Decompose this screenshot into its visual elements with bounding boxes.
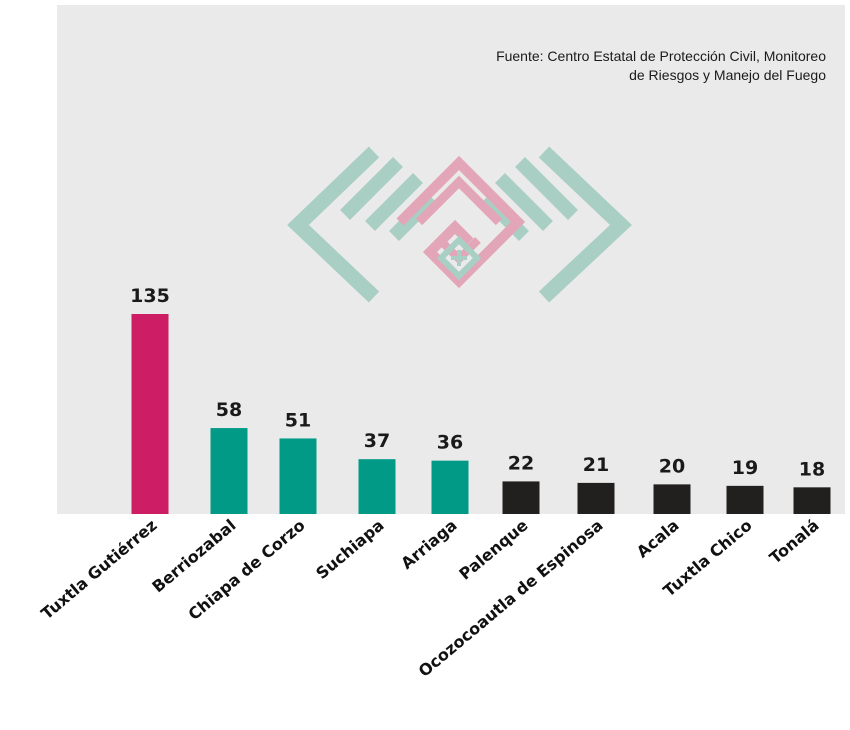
value-label-5: 22	[508, 452, 534, 474]
source-line-1: Fuente: Centro Estatal de Protección Civ…	[496, 48, 826, 64]
bar-8	[726, 485, 764, 514]
bar-1	[210, 428, 248, 514]
value-label-4: 36	[437, 432, 463, 454]
value-label-2: 51	[285, 409, 311, 431]
bar-3	[358, 459, 396, 514]
bar-2	[279, 438, 317, 514]
category-label-5: Palenque	[455, 515, 531, 583]
bar-4	[431, 460, 469, 514]
value-label-6: 21	[583, 454, 609, 476]
value-label-1: 58	[216, 399, 242, 421]
category-label-4: Arriaga	[397, 516, 460, 573]
emblem-icon	[287, 146, 632, 303]
category-label-2: Chiapa de Corzo	[184, 516, 308, 624]
value-label-7: 20	[659, 455, 685, 477]
category-label-0: Tuxtla Gutiérrez	[37, 516, 160, 624]
category-label-3: Suchiapa	[312, 516, 387, 583]
bar-9	[793, 487, 831, 514]
value-labels: 135 58 51 37 36 22 21 20 19 18	[130, 285, 825, 480]
value-label-3: 37	[364, 430, 390, 452]
bar-0	[131, 314, 169, 514]
bar-7	[653, 484, 691, 514]
value-label-8: 19	[732, 457, 758, 479]
source-line-2: de Riesgos y Manejo del Fuego	[629, 67, 826, 83]
value-label-9: 18	[799, 458, 825, 480]
category-label-7: Acala	[633, 516, 683, 562]
category-label-9: Tonalá	[766, 516, 823, 568]
bar-6	[577, 482, 615, 514]
value-label-0: 135	[130, 285, 170, 307]
bars	[131, 314, 831, 514]
bar-5	[502, 481, 540, 514]
